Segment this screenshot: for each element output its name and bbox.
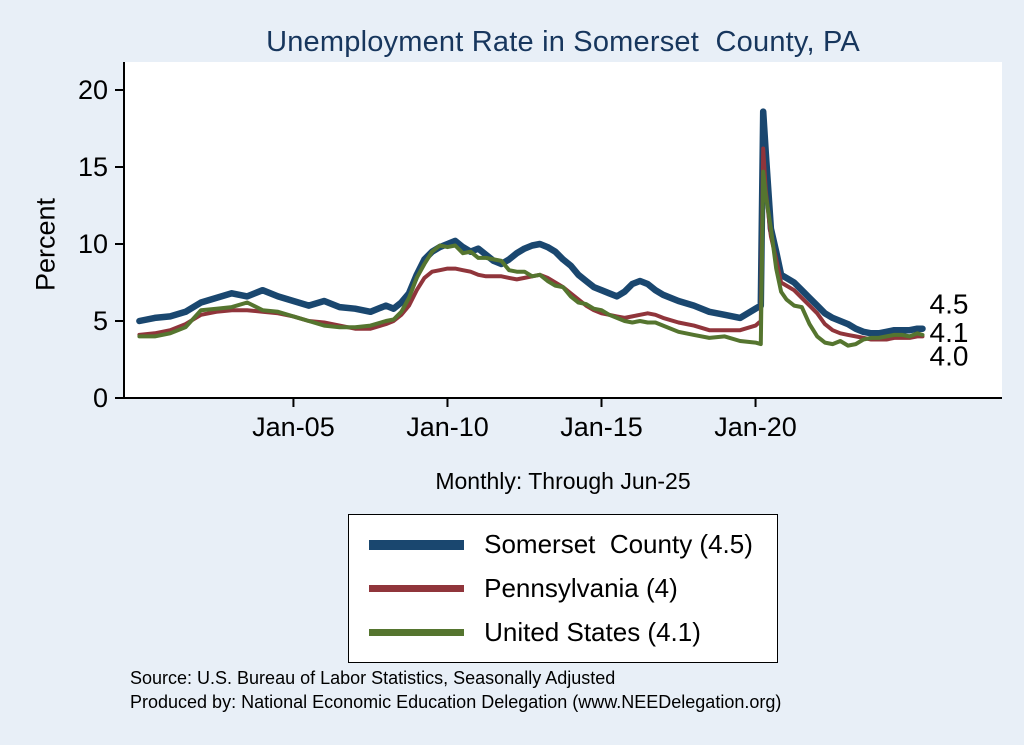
legend-label-united-states: United States (4.1) (484, 617, 701, 647)
y-tick-label: 10 (78, 229, 108, 259)
chart-subtitle: Monthly: Through Jun-25 (435, 468, 691, 494)
series-line-somerset-county (136, 108, 926, 337)
legend: Somerset County (4.5) Pennsylvania (4) U… (124, 514, 1002, 663)
y-tick-label: 15 (78, 152, 108, 182)
end-value-label: 4.1 (930, 317, 969, 348)
source-note-line2: Produced by: National Economic Education… (130, 692, 782, 713)
x-tick-label: Jan-10 (406, 412, 489, 442)
series-line-united-states (137, 169, 925, 348)
legend-label-somerset-county: Somerset County (4.5) (484, 529, 753, 559)
x-tick-label: Jan-15 (560, 412, 643, 442)
plot-region (124, 62, 1002, 398)
legend-swatch-united-states (369, 628, 465, 637)
legend-box: Somerset County (4.5) Pennsylvania (4) U… (348, 514, 778, 663)
y-axis-label: Percent (30, 197, 61, 292)
legend-swatch-pennsylvania (369, 584, 465, 593)
y-tick-label: 0 (93, 383, 108, 413)
x-tick-label: Jan-05 (252, 412, 335, 442)
chart-title: Unemployment Rate in Somerset County, PA (266, 26, 860, 58)
source-note-line1: Source: U.S. Bureau of Labor Statistics,… (130, 668, 616, 688)
x-tick-label: Jan-20 (714, 412, 797, 442)
y-tick-label: 5 (93, 306, 108, 336)
legend-item-united-states: United States (4.1) (369, 617, 753, 648)
source-notes: Source: U.S. Bureau of Labor Statistics,… (130, 666, 781, 715)
legend-item-somerset-county: Somerset County (4.5) (369, 529, 753, 560)
end-value-label: 4.0 (930, 340, 969, 371)
plot-area: 0 5 10 15 20 Jan-05 Jan-10 Jan-15 Jan-20 4.5 4.04.… (78, 62, 1002, 442)
end-value-label: 4.5 (930, 289, 969, 320)
legend-item-pennsylvania: Pennsylvania (4) (369, 573, 753, 604)
y-tick-label: 20 (78, 75, 108, 105)
legend-label-pennsylvania: Pennsylvania (4) (484, 573, 678, 603)
legend-swatch-somerset-county (369, 539, 465, 550)
